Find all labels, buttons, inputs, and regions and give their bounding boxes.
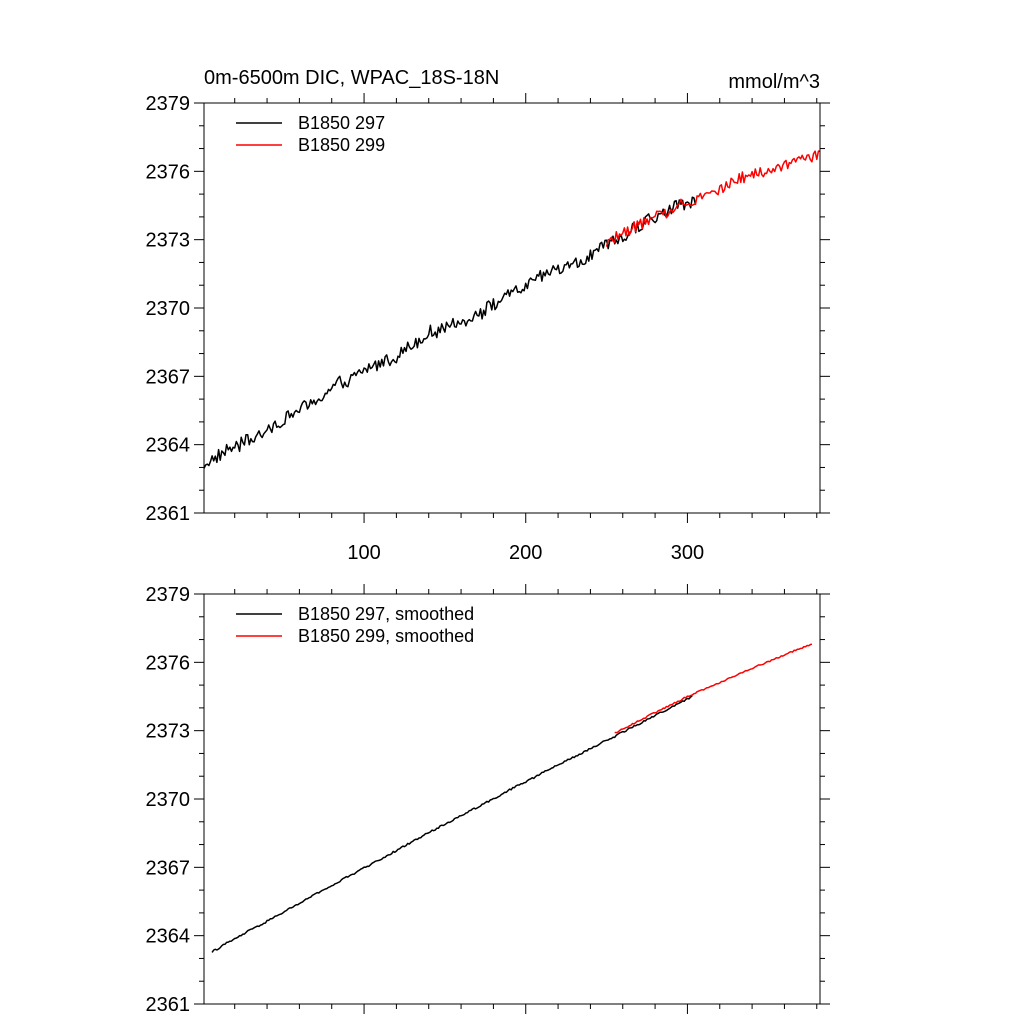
legend-label: B1850 299, smoothed [298, 626, 474, 646]
y-tick-label: 2370 [146, 789, 191, 811]
y-tick-label: 2364 [146, 435, 191, 457]
legend-label: B1850 297 [298, 113, 385, 133]
top-plot-frame [203, 102, 821, 514]
y-tick-label: 2373 [146, 721, 191, 743]
y-tick-label: 2376 [146, 161, 191, 183]
legend-label: B1850 299 [298, 135, 385, 155]
bottom-plot-frame [203, 593, 821, 1005]
series-line-1 [211, 695, 693, 953]
series-line-2 [614, 643, 813, 734]
top-plot-area: 2361 2364 2367 2370 2373 2376 2379 100 200 300 B18… [146, 93, 830, 564]
y-tick-label: 2370 [146, 298, 191, 320]
units-label: mmol/m^3 [728, 71, 820, 93]
y-tick-label: 2364 [146, 926, 191, 948]
y-tick-label: 2379 [146, 584, 191, 606]
y-tick-label: 2379 [146, 93, 191, 115]
bottom-plot-area: 2361 2364 2367 2370 2373 2376 2379 B1850 297, s… [146, 584, 830, 1016]
series-line-2 [605, 150, 821, 247]
x-tick-label: 300 [671, 542, 704, 564]
bottom-panel: 2361 2364 2367 2370 2373 2376 2379 B1850 297, s… [146, 584, 830, 1016]
chart-title: 0m-6500m DIC, WPAC_18S-18N [204, 67, 499, 89]
x-tick-label: 200 [509, 542, 542, 564]
y-tick-label: 2373 [146, 230, 191, 252]
top-panel: 0m-6500m DIC, WPAC_18S-18N mmol/m^3 2361… [146, 67, 830, 564]
y-tick-label: 2361 [146, 994, 191, 1016]
legend-label: B1850 297, smoothed [298, 604, 474, 624]
series-line-1 [203, 196, 697, 469]
y-tick-label: 2367 [146, 857, 191, 879]
y-tick-label: 2376 [146, 652, 191, 674]
y-tick-label: 2367 [146, 366, 191, 388]
x-tick-label: 100 [347, 542, 380, 564]
y-tick-label: 2361 [146, 503, 191, 525]
